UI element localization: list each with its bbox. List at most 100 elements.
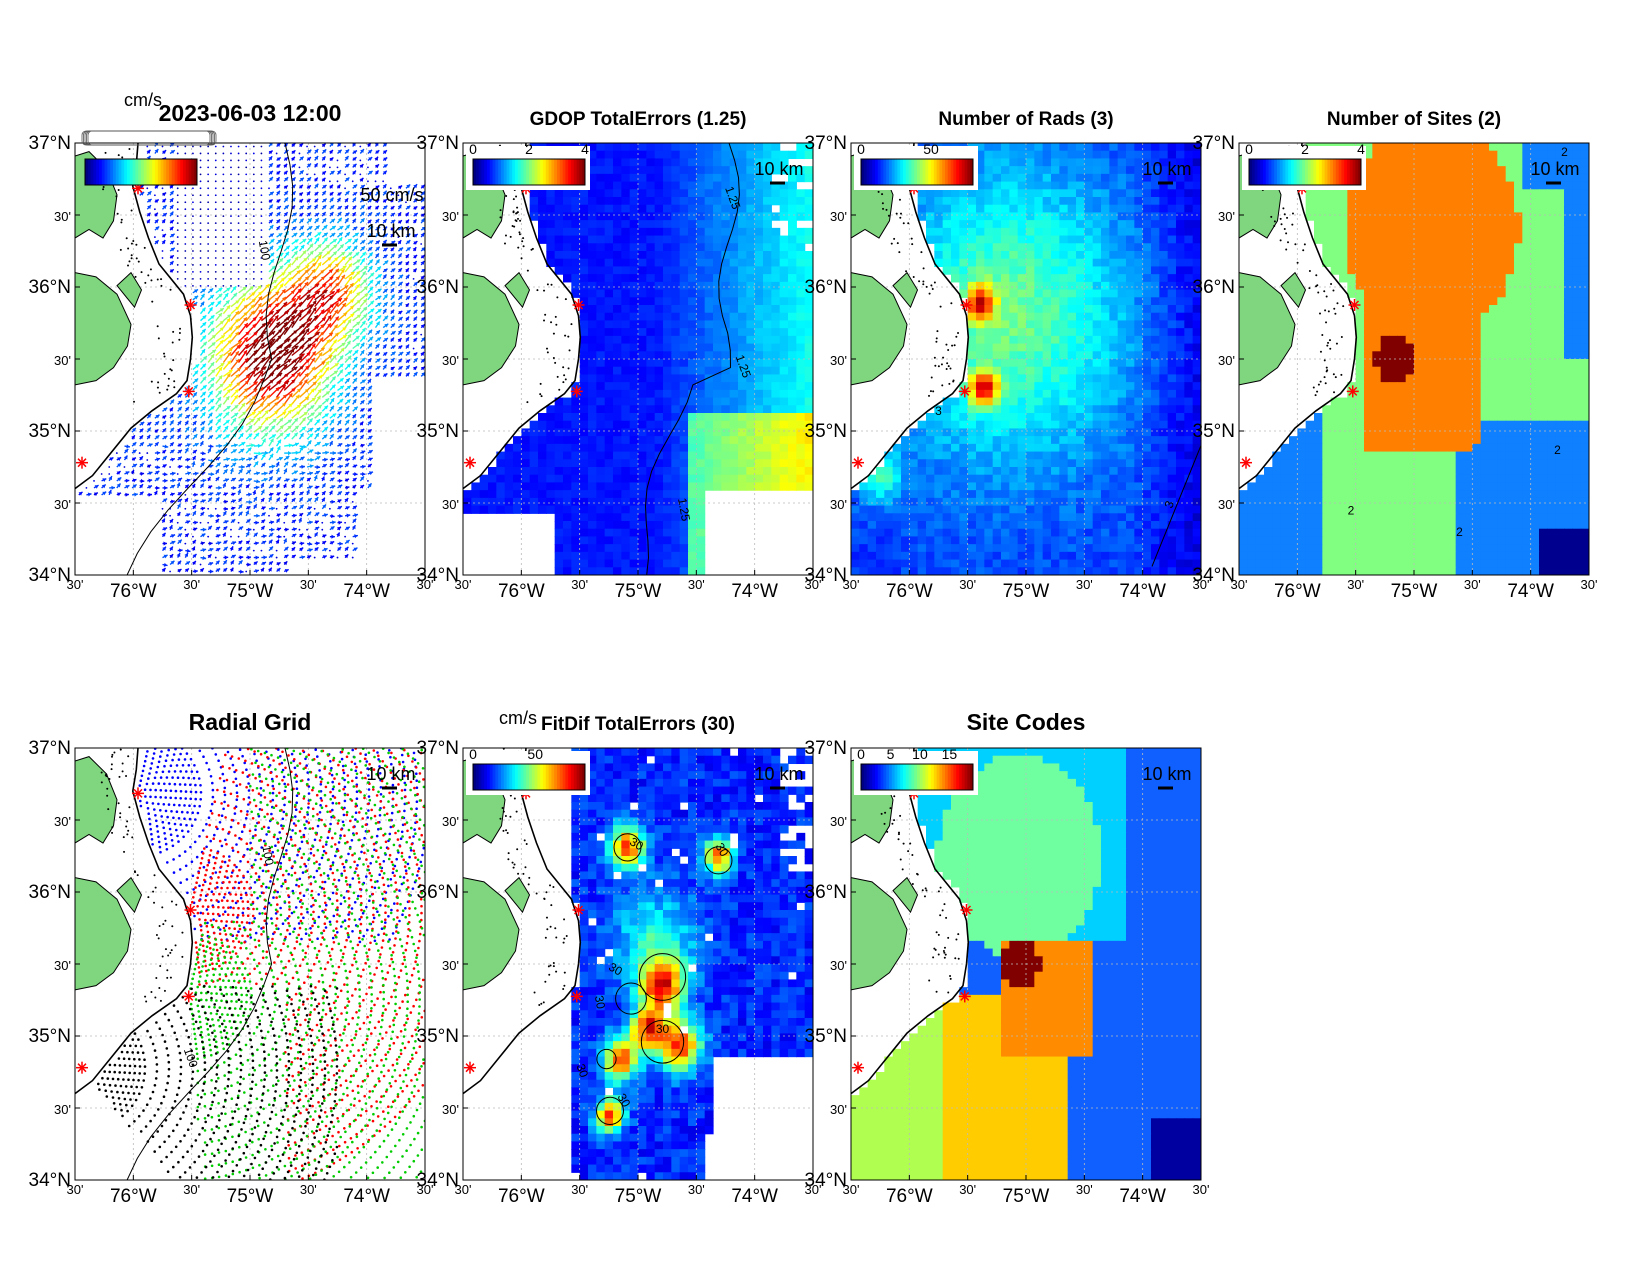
coast-speck	[950, 302, 952, 304]
panel-title: FitDif TotalErrors (30)	[541, 714, 735, 735]
coast-speck	[513, 867, 515, 869]
coast-speck	[900, 213, 902, 215]
coast-speck	[934, 281, 936, 283]
panel-title: Number of Sites (2)	[1327, 109, 1501, 130]
coast-speck	[131, 254, 133, 256]
coast-speck	[169, 952, 171, 954]
coast-speck	[122, 770, 124, 772]
lat-tick-label: 35°N	[805, 1026, 847, 1047]
lon-tick-label: 30'	[688, 1182, 705, 1197]
coast-speck	[949, 367, 951, 369]
contour-label: 3	[935, 404, 942, 418]
coast-speck	[562, 988, 564, 990]
lat-tick-label: 34°N	[29, 1170, 71, 1191]
coast-speck	[563, 918, 565, 920]
lon-tick-label: 30'	[959, 577, 976, 592]
lon-tick-label: 75°W	[1391, 581, 1438, 602]
coast-speck	[896, 213, 898, 215]
coast-speck	[943, 952, 945, 954]
coast-speck	[889, 807, 891, 809]
lat-tick-label: 30'	[1218, 353, 1235, 368]
coast-speck	[108, 778, 110, 780]
coast-speck	[158, 987, 160, 989]
coast-speck	[502, 830, 504, 832]
coast-speck	[932, 288, 934, 290]
coast-speck	[166, 389, 168, 391]
lon-tick-label: 30'	[1076, 1182, 1093, 1197]
lat-tick-label: 30'	[442, 958, 459, 973]
coast-speck	[899, 199, 901, 201]
coast-speck	[566, 935, 568, 937]
coast-speck	[911, 854, 913, 856]
coast-speck	[884, 823, 886, 825]
lon-tick-label: 76°W	[110, 581, 157, 602]
coast-speck	[565, 298, 567, 300]
coast-speck	[111, 832, 113, 834]
contour-label: 2	[1348, 504, 1355, 518]
coast-speck	[510, 236, 512, 238]
coast-speck	[557, 376, 559, 378]
coast-speck	[111, 754, 113, 756]
coast-speck	[1333, 391, 1335, 393]
contour-label: 2	[1561, 145, 1568, 159]
coast-speck	[540, 383, 542, 385]
coast-speck	[159, 965, 161, 967]
lat-tick-label: 37°N	[1193, 133, 1235, 154]
coast-speck	[930, 284, 932, 286]
coast-speck	[165, 948, 167, 950]
map-area: 33	[851, 143, 1202, 576]
coast-speck	[516, 207, 518, 209]
coast-speck	[118, 802, 120, 804]
coast-speck	[1335, 376, 1337, 378]
coast-speck	[545, 937, 547, 939]
coast-speck	[113, 752, 115, 754]
coast-speck	[954, 957, 956, 959]
coast-speck	[928, 395, 930, 397]
coast-speck	[546, 928, 548, 930]
map-area: 100	[75, 142, 426, 575]
coast-speck	[127, 830, 129, 832]
coast-speck	[947, 349, 949, 351]
coast-speck	[907, 222, 909, 224]
coast-speck	[171, 901, 173, 903]
coast-speck	[936, 931, 938, 933]
coast-speck	[517, 247, 519, 249]
coast-speck	[119, 812, 121, 814]
coast-speck	[941, 384, 943, 386]
coast-speck	[521, 240, 523, 242]
coast-speck	[947, 992, 949, 994]
scale-bar-label: 10 km	[366, 221, 415, 241]
coast-speck	[154, 997, 156, 999]
map-area: 1.251.251.25	[463, 143, 814, 576]
coast-speck	[505, 235, 507, 237]
coast-speck	[544, 981, 546, 983]
lon-tick-label: 76°W	[498, 581, 545, 602]
coast-speck	[144, 247, 146, 249]
coast-speck	[155, 887, 157, 889]
lon-tick-label: 30'	[688, 577, 705, 592]
lon-tick-label: 30'	[1581, 577, 1598, 592]
coast-speck	[158, 337, 160, 339]
coast-speck	[1297, 262, 1299, 264]
coast-speck	[886, 831, 888, 833]
coast-speck	[945, 344, 947, 346]
lat-tick-label: 30'	[54, 1102, 71, 1117]
coast-speck	[899, 217, 901, 219]
coast-speck	[1321, 334, 1323, 336]
coast-speck	[1318, 384, 1320, 386]
coast-speck	[170, 289, 172, 291]
panel-title: Number of Rads (3)	[938, 109, 1113, 130]
coast-speck	[555, 316, 557, 318]
coast-speck	[938, 365, 940, 367]
lon-tick-label: 76°W	[498, 1186, 545, 1207]
coast-speck	[164, 990, 166, 992]
coast-speck	[507, 832, 509, 834]
coast-speck	[516, 848, 518, 850]
coast-speck	[516, 811, 518, 813]
coast-speck	[126, 237, 128, 239]
coast-speck	[530, 249, 532, 251]
coast-speck	[154, 874, 156, 876]
